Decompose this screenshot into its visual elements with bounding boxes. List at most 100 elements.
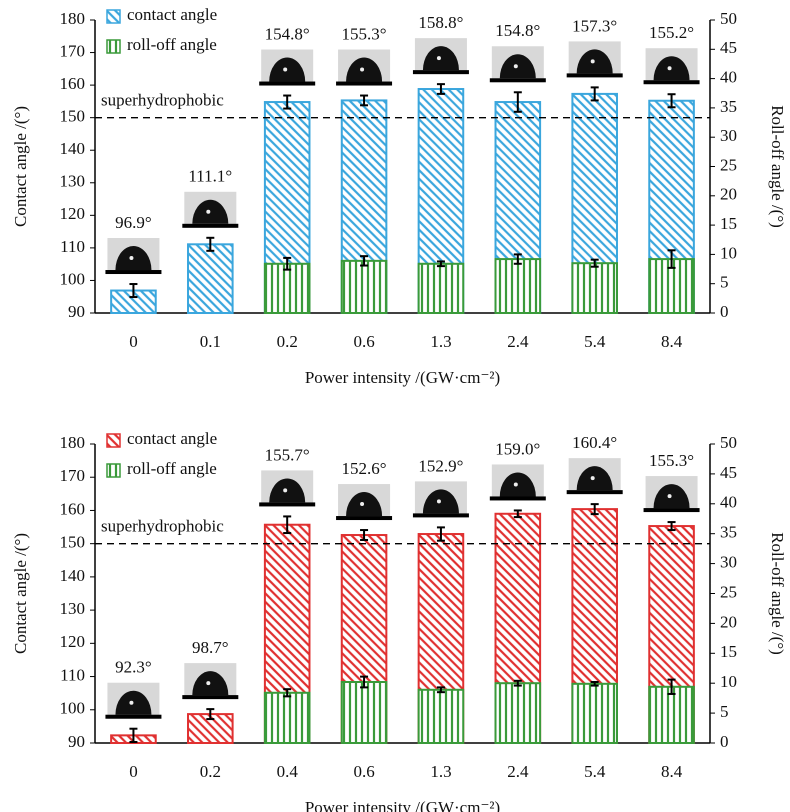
droplet-image bbox=[182, 663, 238, 699]
y-tick-label: 160 bbox=[60, 499, 86, 518]
droplet-image bbox=[259, 470, 315, 506]
y-tick-label: 170 bbox=[60, 41, 86, 60]
y-tick-label: 100 bbox=[60, 699, 86, 718]
value-label: 160.4° bbox=[572, 433, 617, 452]
y-tick-label: 180 bbox=[60, 433, 86, 452]
y2-tick-label: 5 bbox=[720, 702, 729, 721]
x-tick-label: 0.6 bbox=[353, 762, 374, 781]
bar bbox=[649, 687, 694, 743]
x-tick-label: 0.6 bbox=[353, 332, 374, 351]
y-tick-label: 120 bbox=[60, 204, 86, 223]
figure: 9010011012013014015016017018005101520253… bbox=[0, 0, 790, 812]
x-tick-label: 0.2 bbox=[200, 762, 221, 781]
x-tick-label: 0 bbox=[129, 762, 138, 781]
value-label: 98.7° bbox=[192, 638, 229, 657]
y-tick-label: 180 bbox=[60, 9, 86, 28]
bar bbox=[572, 263, 617, 313]
y-tick-label: 120 bbox=[60, 632, 86, 651]
y-tick-label: 160 bbox=[60, 74, 86, 93]
droplet-image bbox=[336, 484, 392, 520]
y-tick-label: 110 bbox=[60, 237, 85, 256]
value-label: 157.3° bbox=[572, 16, 617, 35]
y2-tick-label: 35 bbox=[720, 97, 737, 116]
legend-label: contact angle bbox=[127, 429, 217, 448]
y-tick-label: 130 bbox=[60, 172, 86, 191]
x-tick-label: 0.2 bbox=[277, 332, 298, 351]
droplet-image bbox=[644, 48, 700, 84]
value-label: 152.9° bbox=[418, 456, 463, 475]
y2-tick-label: 10 bbox=[720, 672, 737, 691]
droplet-image bbox=[413, 38, 469, 74]
bar bbox=[265, 264, 310, 313]
x-axis-label: Power intensity /(GW·cm⁻²) bbox=[305, 798, 500, 812]
y2-tick-label: 30 bbox=[720, 553, 737, 572]
bar bbox=[188, 244, 233, 313]
droplet-image bbox=[182, 192, 238, 228]
x-tick-label: 5.4 bbox=[584, 332, 606, 351]
y2-tick-label: 15 bbox=[720, 642, 737, 661]
y-tick-label: 140 bbox=[60, 139, 86, 158]
legend-label: contact angle bbox=[127, 5, 217, 24]
value-label: 154.8° bbox=[495, 21, 540, 40]
y-tick-label: 90 bbox=[68, 732, 85, 751]
value-label: 159.0° bbox=[495, 439, 540, 458]
value-label: 155.3° bbox=[342, 24, 387, 43]
y-tick-label: 170 bbox=[60, 466, 86, 485]
bar bbox=[419, 690, 464, 743]
legend-swatch bbox=[107, 434, 120, 447]
bar bbox=[496, 259, 541, 313]
y2-axis-label: Roll-off angle /(°) bbox=[768, 105, 787, 228]
y2-tick-label: 0 bbox=[720, 302, 729, 321]
x-tick-label: 5.4 bbox=[584, 762, 606, 781]
value-label: 155.3° bbox=[649, 451, 694, 470]
y2-tick-label: 5 bbox=[720, 273, 729, 292]
y2-tick-label: 40 bbox=[720, 68, 737, 87]
value-label: 152.6° bbox=[342, 459, 387, 478]
y2-tick-label: 40 bbox=[720, 493, 737, 512]
y-axis-label: Contact angle /(°) bbox=[11, 533, 30, 654]
bar bbox=[496, 683, 541, 743]
droplet-image bbox=[259, 50, 315, 86]
bar bbox=[572, 684, 617, 743]
value-label: 96.9° bbox=[115, 213, 152, 232]
y2-tick-label: 20 bbox=[720, 612, 737, 631]
value-label: 154.8° bbox=[265, 24, 310, 43]
value-label: 158.8° bbox=[418, 13, 463, 32]
x-tick-label: 0.4 bbox=[277, 762, 299, 781]
y2-tick-label: 20 bbox=[720, 185, 737, 204]
y2-tick-label: 35 bbox=[720, 523, 737, 542]
x-tick-label: 0.1 bbox=[200, 332, 221, 351]
y2-tick-label: 50 bbox=[720, 9, 737, 28]
legend-label: roll-off angle bbox=[127, 459, 217, 478]
value-label: 92.3° bbox=[115, 658, 152, 677]
y-axis-label: Contact angle /(°) bbox=[11, 106, 30, 227]
y-tick-label: 150 bbox=[60, 107, 86, 126]
threshold-label: superhydrophobic bbox=[101, 517, 224, 536]
y2-tick-label: 10 bbox=[720, 243, 737, 262]
legend-label: roll-off angle bbox=[127, 35, 217, 54]
y2-axis-label: Roll-off angle /(°) bbox=[768, 532, 787, 655]
x-tick-label: 0 bbox=[129, 332, 138, 351]
x-tick-label: 8.4 bbox=[661, 332, 683, 351]
droplet-image bbox=[567, 41, 623, 77]
droplet-image bbox=[644, 476, 700, 512]
y-tick-label: 100 bbox=[60, 269, 86, 288]
droplet-image bbox=[105, 238, 161, 274]
y2-tick-label: 0 bbox=[720, 732, 729, 751]
y2-tick-label: 25 bbox=[720, 155, 737, 174]
y2-tick-label: 25 bbox=[720, 582, 737, 601]
x-axis-label: Power intensity /(GW·cm⁻²) bbox=[305, 368, 500, 387]
droplet-image bbox=[105, 683, 161, 719]
droplet-image bbox=[413, 481, 469, 517]
droplet-image bbox=[336, 50, 392, 86]
y2-tick-label: 30 bbox=[720, 126, 737, 145]
y2-tick-label: 45 bbox=[720, 463, 737, 482]
y-tick-label: 150 bbox=[60, 533, 86, 552]
droplet-image bbox=[567, 458, 623, 494]
y2-tick-label: 50 bbox=[720, 433, 737, 452]
x-tick-label: 1.3 bbox=[430, 332, 451, 351]
bar bbox=[342, 261, 387, 313]
x-tick-label: 2.4 bbox=[507, 332, 529, 351]
y2-tick-label: 15 bbox=[720, 214, 737, 233]
y-tick-label: 140 bbox=[60, 566, 86, 585]
